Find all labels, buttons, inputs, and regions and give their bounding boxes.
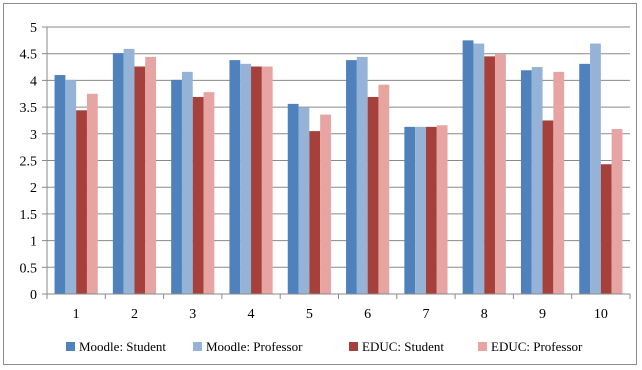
legend-label: Moodle: Student	[79, 339, 166, 354]
bar-educ-student-6	[367, 96, 379, 294]
legend-label: EDUC: Student	[362, 339, 444, 354]
bar-educ-professor-10	[611, 128, 623, 294]
bar-moodle-student-7	[404, 126, 416, 294]
legend-swatch	[478, 342, 487, 351]
y-tick-label: 0.5	[20, 261, 38, 276]
bar-educ-student-7	[425, 126, 437, 294]
bar-educ-student-4	[251, 66, 262, 295]
bars	[54, 40, 623, 295]
y-tick-label: 0	[30, 288, 37, 303]
x-tick-label: 5	[306, 307, 313, 322]
bar-moodle-professor-10	[590, 43, 601, 294]
bar-moodle-professor-8	[473, 43, 485, 294]
bar-moodle-professor-6	[356, 56, 368, 295]
x-tick-label: 6	[364, 307, 371, 322]
bar-moodle-professor-3	[181, 71, 193, 294]
bar-educ-professor-4	[261, 66, 273, 295]
bar-moodle-professor-9	[531, 67, 543, 294]
y-tick-label: 3	[30, 128, 37, 143]
bar-moodle-student-2	[112, 53, 124, 294]
legend-swatch	[66, 342, 75, 351]
legend-swatch	[349, 342, 358, 351]
bar-moodle-student-10	[579, 63, 591, 294]
bar-moodle-professor-7	[415, 126, 426, 294]
y-tick-label: 5	[30, 21, 37, 36]
bar-moodle-student-1	[54, 75, 66, 294]
bar-moodle-student-9	[520, 70, 532, 294]
bar-educ-professor-9	[553, 71, 565, 294]
x-tick-label: 2	[131, 307, 138, 322]
axes	[46, 27, 631, 299]
legend-swatch	[193, 342, 202, 351]
bar-educ-student-3	[192, 96, 204, 294]
bar-moodle-professor-4	[240, 63, 252, 294]
bar-educ-professor-6	[378, 84, 390, 294]
x-tick-label: 4	[248, 307, 255, 322]
y-tick-label: 4	[30, 74, 37, 89]
bar-moodle-student-8	[462, 40, 474, 294]
y-tick-label: 3.5	[20, 101, 38, 116]
bar-educ-student-1	[76, 110, 87, 294]
x-tick-label: 10	[594, 307, 608, 322]
bar-moodle-student-6	[346, 60, 357, 294]
bar-educ-professor-5	[320, 114, 331, 295]
bar-moodle-student-5	[287, 103, 299, 295]
x-tick-label: 7	[422, 307, 429, 322]
y-tick-label: 1	[30, 235, 37, 250]
y-tick-label: 1.5	[20, 208, 38, 223]
y-tick-label: 2	[30, 181, 37, 196]
bar-moodle-professor-5	[298, 107, 310, 294]
bar-educ-student-9	[542, 120, 554, 294]
bar-educ-professor-2	[145, 56, 157, 295]
bar-moodle-student-4	[229, 60, 241, 294]
x-tick-label: 3	[189, 307, 196, 322]
bar-educ-professor-3	[203, 92, 215, 294]
bar-educ-student-2	[134, 66, 146, 295]
bar-educ-professor-7	[436, 125, 448, 294]
x-tick-label: 1	[73, 307, 80, 322]
bar-educ-student-5	[309, 131, 321, 294]
legend-label: Moodle: Professor	[206, 339, 303, 354]
bar-educ-student-8	[484, 56, 496, 295]
legend-label: EDUC: Professor	[491, 339, 583, 354]
bar-educ-professor-8	[495, 54, 506, 294]
y-tick-labels: 0 0.5 1 1.5 2 2.5 3 3.5 4 4.5 5	[20, 21, 38, 303]
bar-moodle-student-3	[171, 79, 182, 294]
legend: Moodle: Student Moodle: Professor EDUC: St…	[66, 339, 583, 354]
bar-educ-professor-1	[86, 93, 98, 294]
x-tick-label: 9	[539, 307, 546, 322]
bar-moodle-professor-1	[65, 79, 77, 294]
x-tick-labels: 1 2 3 4 5 6 7 8 9 10	[73, 307, 608, 322]
bar-moodle-professor-2	[123, 48, 135, 295]
x-tick-label: 8	[481, 307, 488, 322]
y-tick-label: 4.5	[20, 48, 38, 63]
y-tick-label: 2.5	[20, 155, 38, 170]
bar-educ-student-10	[600, 164, 612, 294]
